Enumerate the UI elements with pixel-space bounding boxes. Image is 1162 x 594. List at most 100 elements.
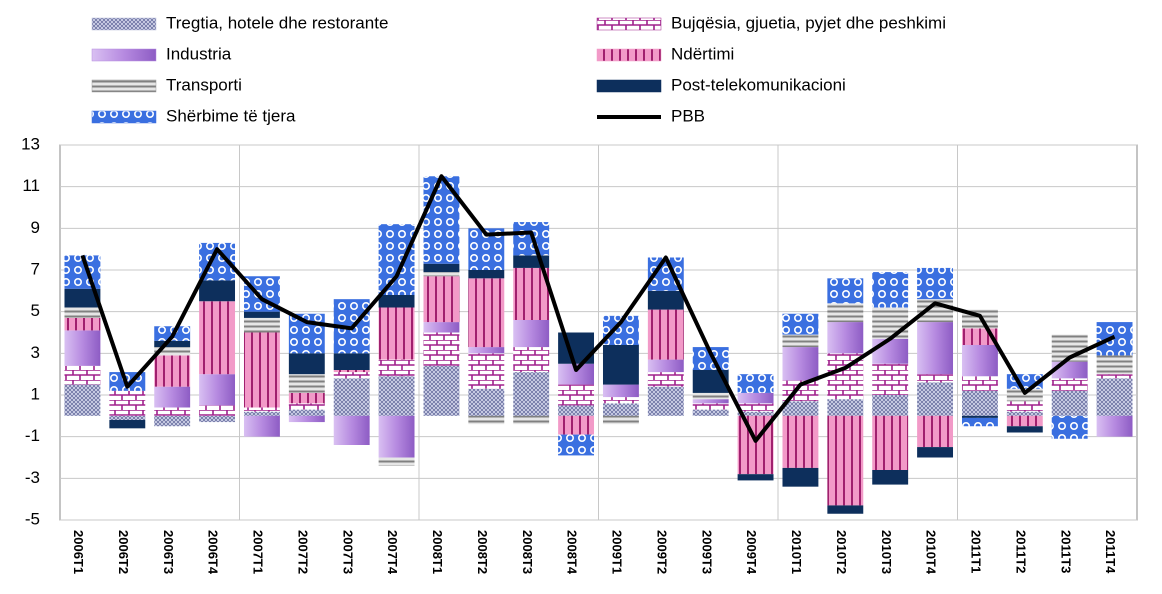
x-tick-label: 2009T4	[744, 530, 759, 575]
bar-segment	[1096, 378, 1133, 416]
bar-segment	[1006, 401, 1043, 412]
bar-segment	[513, 415, 550, 425]
x-tick-label: 2007T3	[340, 530, 355, 574]
bar-segment	[1006, 415, 1043, 427]
bar-segment	[468, 347, 505, 354]
bar-segment	[154, 415, 191, 427]
line	[80, 174, 1116, 443]
bar-segment	[917, 415, 954, 448]
x-tick-label: 2006T4	[206, 530, 221, 575]
bar-segment	[961, 390, 998, 416]
bar-segment	[199, 405, 236, 416]
bar-segment	[513, 320, 550, 348]
bar-segment	[827, 415, 864, 506]
legend-label: Transporti	[166, 75, 242, 94]
bar-segment	[423, 365, 460, 416]
x-tick-label: 2011T4	[1103, 530, 1118, 574]
bar-segment	[378, 224, 415, 295]
legend-swatch	[91, 48, 157, 62]
bar-segment	[423, 263, 460, 273]
bar-segment	[1051, 378, 1088, 391]
bar-segment	[513, 267, 550, 320]
bar-segment	[243, 317, 280, 333]
bar-segment	[917, 322, 954, 375]
bar-segment	[154, 347, 191, 356]
bar-segment	[243, 411, 280, 416]
bar-segment	[109, 420, 146, 429]
bar-segment	[558, 363, 595, 385]
bar-segment	[692, 370, 729, 393]
bar-segment	[468, 353, 505, 389]
legend-label: Post-telekomunikacioni	[671, 75, 846, 94]
x-tick-label: 2008T4	[565, 530, 580, 575]
bar-segment	[647, 372, 684, 387]
bar-segment	[423, 272, 460, 277]
bar-segment	[917, 267, 954, 300]
bar-segment	[827, 278, 864, 304]
x-tick-label: 2010T2	[834, 530, 849, 574]
x-tick-label: 2011T3	[1058, 530, 1073, 573]
bar-segment	[109, 415, 146, 420]
bar-segment	[199, 301, 236, 375]
bar-segment	[782, 313, 819, 335]
bar-segment	[1006, 388, 1043, 402]
bar-segment	[243, 311, 280, 318]
legend-label: PBB	[671, 106, 705, 125]
bar-segment	[558, 384, 595, 406]
bar-segment	[827, 505, 864, 514]
y-tick-label: -5	[25, 509, 40, 528]
bar-segment	[199, 280, 236, 302]
bar-segment	[423, 332, 460, 366]
legend-label: Ndërtimi	[671, 44, 734, 63]
bar-segment	[1096, 415, 1133, 437]
bar-segment	[737, 474, 774, 481]
bar-segment	[872, 363, 909, 395]
x-tick-label: 2010T4	[924, 530, 939, 575]
bar-segment	[827, 303, 864, 323]
bar-segment	[154, 340, 191, 348]
bar-segment	[737, 374, 774, 393]
bar-segment	[378, 376, 415, 416]
bar-segment	[917, 447, 954, 458]
bar-segment	[737, 392, 774, 404]
bar-segment	[647, 386, 684, 416]
bar-segment	[692, 392, 729, 400]
y-tick-label: 9	[31, 218, 40, 237]
bar-segment	[423, 322, 460, 333]
x-tick-label: 2010T3	[879, 530, 894, 574]
x-tick-label: 2007T1	[251, 530, 266, 574]
y-tick-label: 5	[31, 301, 40, 320]
bar-segment	[961, 376, 998, 391]
bar-segment	[333, 378, 370, 416]
bar-segment	[602, 384, 639, 398]
bar-segment	[692, 403, 729, 410]
x-tick-label: 2006T3	[161, 530, 176, 574]
bar-segment	[1051, 361, 1088, 379]
y-tick-label: 7	[31, 259, 40, 278]
bar-segment	[558, 405, 595, 416]
bar-segment	[468, 270, 505, 279]
x-tick-label: 2011T1	[969, 530, 984, 573]
legend-swatch	[91, 17, 157, 31]
bar-segment	[827, 322, 864, 354]
x-tick-label: 2009T1	[610, 530, 625, 574]
bar-segment	[602, 345, 639, 385]
bar-segment	[1051, 415, 1088, 439]
x-tick-label: 2007T4	[385, 530, 400, 575]
x-tick-label: 2009T2	[654, 530, 669, 574]
legend-swatch	[91, 79, 157, 93]
bar-segment	[1006, 411, 1043, 416]
bar-segment	[872, 470, 909, 485]
bar-segment	[468, 388, 505, 416]
bar-segment	[1006, 426, 1043, 433]
bar-segment	[558, 415, 595, 435]
y-tick-label: -3	[25, 468, 40, 487]
bar-segment	[602, 397, 639, 404]
bar-segment	[64, 365, 101, 385]
legend-swatch	[91, 110, 157, 124]
x-tick-label: 2007T2	[295, 530, 310, 574]
legend-swatch	[596, 17, 662, 31]
bar-segment	[647, 309, 684, 360]
bar-segment	[558, 434, 595, 456]
